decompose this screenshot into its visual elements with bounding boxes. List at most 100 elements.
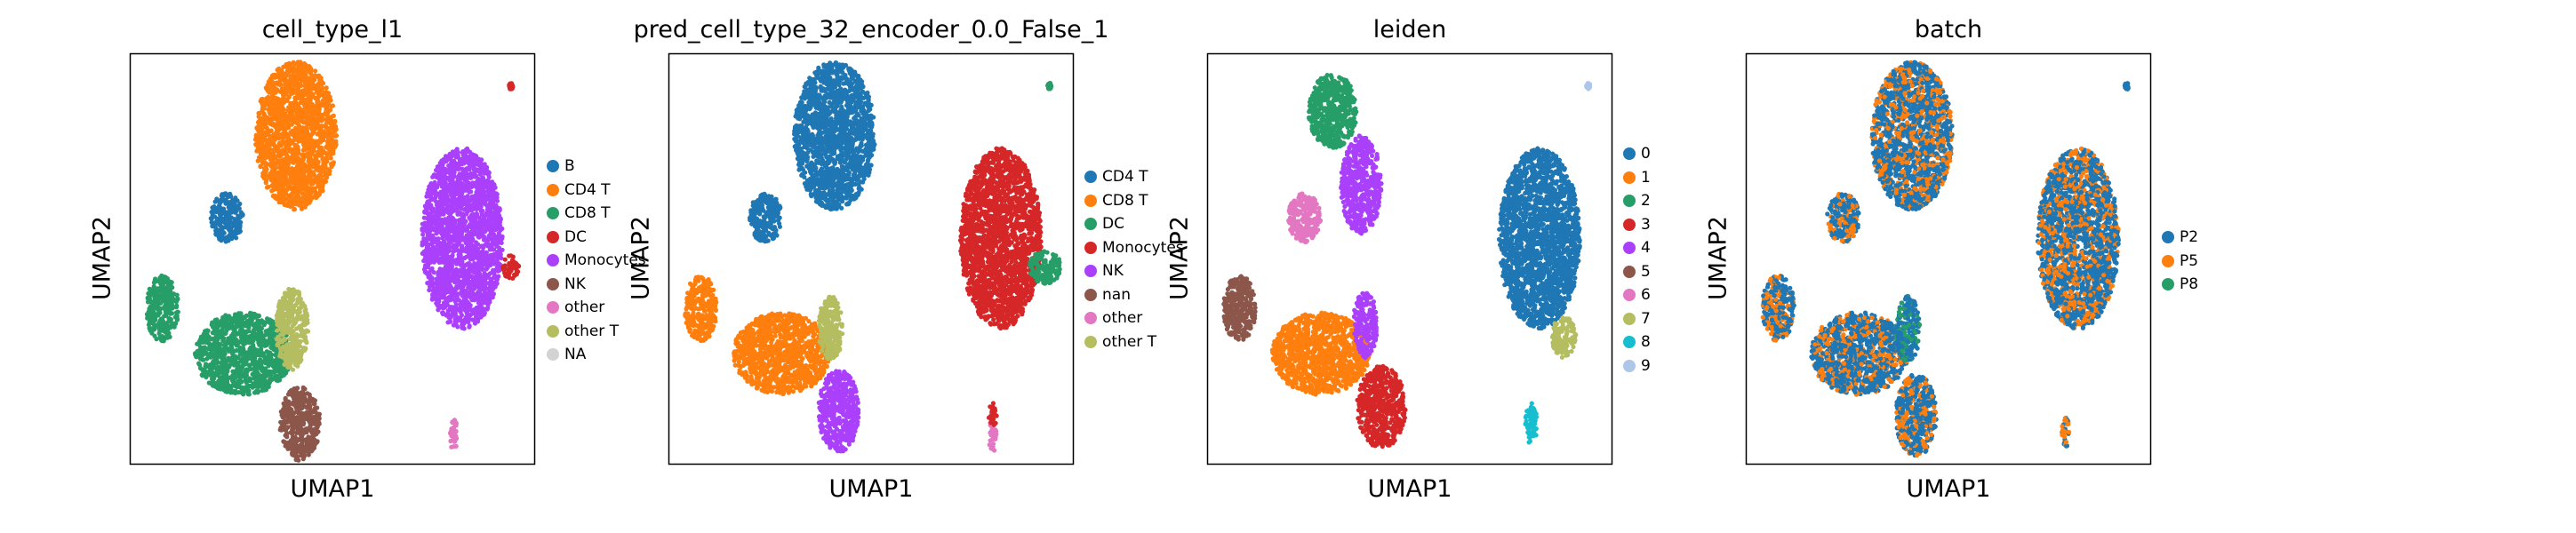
point xyxy=(286,178,292,183)
point xyxy=(281,64,286,69)
point xyxy=(278,197,284,203)
point xyxy=(460,270,465,275)
point xyxy=(460,227,465,233)
point xyxy=(323,109,329,115)
point xyxy=(292,143,298,148)
point xyxy=(316,178,321,183)
point xyxy=(436,209,442,214)
point xyxy=(323,91,328,96)
point xyxy=(440,257,445,262)
point xyxy=(294,120,300,125)
point xyxy=(173,310,180,315)
point xyxy=(490,201,495,206)
point xyxy=(444,234,450,239)
point xyxy=(428,216,434,221)
point xyxy=(318,138,324,143)
point xyxy=(160,317,165,322)
point xyxy=(151,292,156,298)
point xyxy=(295,155,300,161)
point xyxy=(453,298,459,303)
point xyxy=(426,199,431,205)
point xyxy=(295,90,300,95)
point xyxy=(311,130,316,135)
point xyxy=(307,78,313,84)
point xyxy=(469,311,475,316)
point xyxy=(267,336,272,341)
point xyxy=(446,220,452,226)
point xyxy=(272,168,277,173)
point xyxy=(486,181,492,187)
point xyxy=(283,85,288,91)
point xyxy=(470,307,476,313)
point xyxy=(460,293,465,298)
point xyxy=(316,131,322,136)
point xyxy=(307,147,312,153)
point xyxy=(476,203,482,208)
point xyxy=(447,319,453,324)
point xyxy=(151,314,156,320)
point xyxy=(439,220,444,227)
point xyxy=(257,118,262,123)
point xyxy=(474,222,480,227)
point xyxy=(284,167,290,172)
point xyxy=(464,254,469,259)
point xyxy=(423,269,428,274)
point xyxy=(261,135,268,140)
point xyxy=(492,207,499,212)
point xyxy=(214,216,220,221)
point xyxy=(426,205,431,211)
point xyxy=(473,179,479,186)
point xyxy=(454,261,460,266)
point xyxy=(145,296,150,301)
point xyxy=(272,368,278,373)
point xyxy=(452,248,458,253)
point xyxy=(277,116,283,122)
point xyxy=(308,102,314,107)
point xyxy=(158,275,164,281)
point xyxy=(483,236,488,242)
point xyxy=(296,86,301,91)
point xyxy=(293,182,299,188)
point xyxy=(425,281,430,286)
point xyxy=(463,185,468,190)
point xyxy=(258,164,263,170)
point xyxy=(492,259,498,264)
point xyxy=(288,61,293,67)
point xyxy=(474,206,479,211)
point xyxy=(289,203,295,209)
point xyxy=(226,322,231,328)
point xyxy=(437,277,444,282)
point xyxy=(291,86,297,91)
point xyxy=(446,238,452,243)
point xyxy=(478,198,484,203)
point xyxy=(462,235,468,241)
point xyxy=(261,112,267,117)
point xyxy=(259,318,264,323)
point xyxy=(295,178,300,183)
point xyxy=(465,166,470,171)
point xyxy=(325,115,332,120)
point xyxy=(269,83,275,88)
point xyxy=(496,274,501,279)
point xyxy=(469,298,475,303)
point xyxy=(146,311,151,316)
point xyxy=(485,188,491,194)
point xyxy=(163,289,168,294)
point xyxy=(264,161,269,166)
point xyxy=(259,128,264,133)
point xyxy=(485,243,491,249)
point xyxy=(435,185,440,190)
point xyxy=(436,272,441,277)
point xyxy=(471,269,476,274)
point xyxy=(468,149,473,155)
point xyxy=(486,292,492,298)
point xyxy=(436,191,441,196)
point xyxy=(458,192,463,198)
point xyxy=(474,305,479,311)
point xyxy=(232,200,237,205)
point xyxy=(304,64,309,69)
point xyxy=(477,263,483,268)
point xyxy=(484,223,490,228)
point xyxy=(455,278,460,283)
point xyxy=(424,216,429,221)
